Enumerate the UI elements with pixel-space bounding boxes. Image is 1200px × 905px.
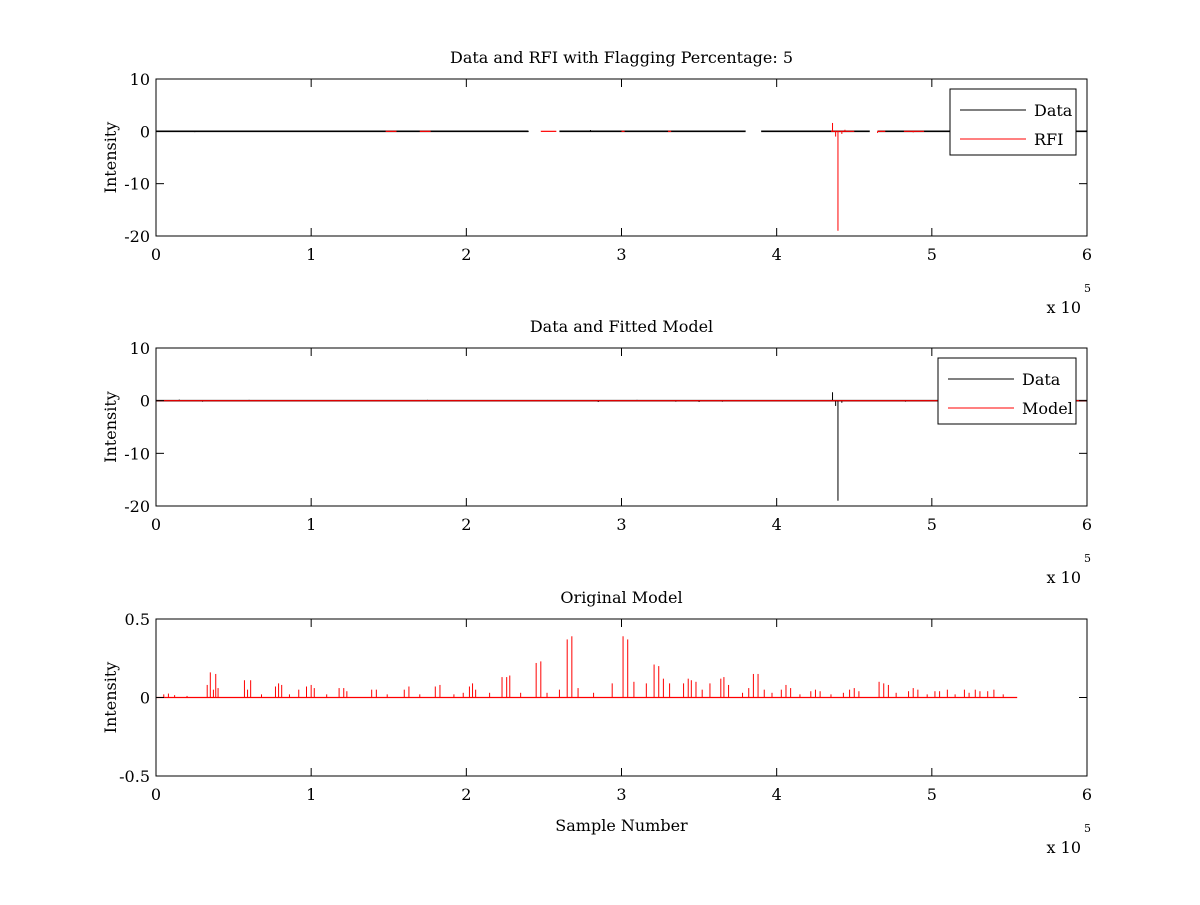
x-tick-label: 1 [306, 245, 316, 264]
legend-box [949, 88, 1077, 156]
chart-title: Data and Fitted Model [530, 317, 713, 336]
x-tick-label: 4 [772, 785, 782, 804]
y-tick-label: -10 [124, 175, 150, 194]
x-tick-label: 5 [927, 785, 937, 804]
legend-entry: Data [1034, 101, 1073, 120]
x-tick-label: 3 [616, 245, 626, 264]
y-tick-label: 0.5 [125, 610, 150, 629]
y-tick-label: 10 [130, 70, 150, 89]
x-tick-label: 4 [772, 245, 782, 264]
y-tick-label: 10 [130, 339, 150, 358]
x-multiplier-exponent: 5 [1084, 822, 1091, 835]
x-tick-label: 1 [306, 515, 316, 534]
x-tick-label: 4 [772, 515, 782, 534]
y-tick-label: -0.5 [119, 767, 150, 786]
x-tick-label: 1 [306, 785, 316, 804]
x-multiplier-base: x 10 [1047, 298, 1081, 317]
x-tick-label: 0 [151, 515, 161, 534]
y-axis-label: Intensity [101, 662, 120, 734]
series-rfi [385, 122, 925, 231]
x-tick-label: 0 [151, 785, 161, 804]
x-multiplier-base: x 10 [1047, 838, 1081, 857]
x-tick-label: 3 [616, 785, 626, 804]
x-tick-label: 0 [151, 245, 161, 264]
chart-title: Original Model [560, 588, 682, 607]
series-group [156, 636, 1018, 699]
x-tick-label: 2 [461, 245, 471, 264]
series-model-line [156, 636, 1018, 699]
x-tick-label: 2 [461, 515, 471, 534]
y-axis-label: Intensity [101, 122, 120, 194]
y-tick-label: -20 [124, 227, 150, 246]
legend: Data RFI [949, 88, 1077, 156]
plot-area [156, 79, 1087, 236]
y-tick-label: -10 [124, 444, 150, 463]
x-tick-label: 3 [616, 515, 626, 534]
x-axis-label: Sample Number [555, 816, 688, 835]
x-tick-label: 5 [927, 245, 937, 264]
y-tick-label: 0 [140, 689, 150, 708]
series-group [156, 392, 1087, 501]
x-multiplier-exponent: 5 [1084, 552, 1091, 565]
x-multiplier-exponent: 5 [1084, 282, 1091, 295]
y-tick-label: -20 [124, 497, 150, 516]
x-multiplier-base: x 10 [1047, 568, 1081, 587]
x-tick-label: 6 [1082, 515, 1092, 534]
legend-entry: Model [1022, 399, 1073, 418]
legend: Data Model [937, 357, 1077, 425]
y-tick-label: 0 [140, 122, 150, 141]
legend-entry: RFI [1034, 130, 1063, 149]
chart-title: Data and RFI with Flagging Percentage: 5 [450, 48, 793, 67]
plot-area [156, 348, 1087, 506]
x-tick-label: 5 [927, 515, 937, 534]
x-tick-label: 2 [461, 785, 471, 804]
x-tick-label: 6 [1082, 245, 1092, 264]
x-tick-label: 6 [1082, 785, 1092, 804]
y-axis-label: Intensity [101, 391, 120, 463]
legend-entry: Data [1022, 370, 1061, 389]
legend-box [937, 357, 1077, 425]
y-tick-label: 0 [140, 392, 150, 411]
